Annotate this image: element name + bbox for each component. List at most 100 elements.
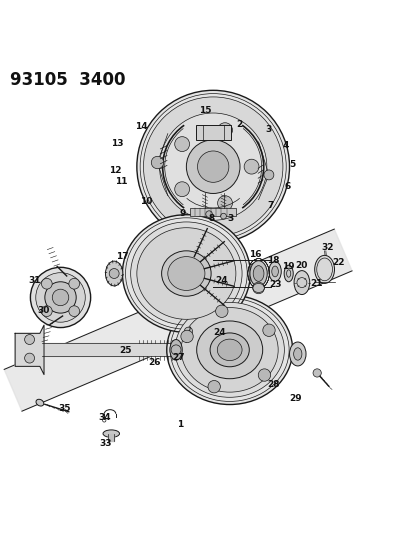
Polygon shape xyxy=(4,229,351,411)
Circle shape xyxy=(217,196,232,211)
Text: 17: 17 xyxy=(116,252,128,261)
Text: 32: 32 xyxy=(320,244,333,253)
Ellipse shape xyxy=(137,228,235,319)
Ellipse shape xyxy=(217,339,242,361)
Circle shape xyxy=(143,97,282,236)
Polygon shape xyxy=(108,434,114,441)
Circle shape xyxy=(263,170,273,180)
Ellipse shape xyxy=(167,256,204,290)
Text: 21: 21 xyxy=(309,279,322,288)
Circle shape xyxy=(151,156,163,169)
Text: 18: 18 xyxy=(266,256,279,265)
Circle shape xyxy=(69,306,79,317)
Ellipse shape xyxy=(249,261,267,286)
Text: 24: 24 xyxy=(213,328,225,337)
Circle shape xyxy=(52,289,69,306)
Text: 35: 35 xyxy=(58,404,71,413)
Ellipse shape xyxy=(161,251,211,296)
Circle shape xyxy=(41,278,52,289)
Text: 5: 5 xyxy=(288,160,294,168)
Ellipse shape xyxy=(131,222,242,325)
Ellipse shape xyxy=(293,348,301,360)
Text: 28: 28 xyxy=(267,379,280,389)
Text: 34: 34 xyxy=(99,414,111,423)
Circle shape xyxy=(262,324,275,336)
Text: 14: 14 xyxy=(135,122,148,131)
Circle shape xyxy=(197,151,228,182)
Text: 11: 11 xyxy=(115,176,127,185)
Ellipse shape xyxy=(209,333,249,367)
Text: 24: 24 xyxy=(215,276,227,285)
Circle shape xyxy=(174,136,189,151)
Circle shape xyxy=(258,369,270,381)
Circle shape xyxy=(184,327,192,335)
Text: 4: 4 xyxy=(282,141,289,150)
Text: 10: 10 xyxy=(140,197,152,206)
Text: 26: 26 xyxy=(147,358,160,367)
Text: 30: 30 xyxy=(38,306,50,315)
Ellipse shape xyxy=(283,265,292,282)
Circle shape xyxy=(159,113,266,220)
Circle shape xyxy=(69,278,79,289)
Text: 93105  3400: 93105 3400 xyxy=(10,70,125,88)
Ellipse shape xyxy=(169,340,182,360)
Ellipse shape xyxy=(166,295,292,405)
Bar xyxy=(195,125,230,140)
Circle shape xyxy=(252,282,264,294)
Text: 22: 22 xyxy=(331,258,344,267)
Text: 12: 12 xyxy=(109,166,121,175)
Ellipse shape xyxy=(268,262,280,281)
Circle shape xyxy=(207,381,220,393)
Text: 19: 19 xyxy=(282,262,294,271)
Polygon shape xyxy=(15,325,44,375)
Circle shape xyxy=(205,211,212,217)
Ellipse shape xyxy=(181,308,278,392)
Ellipse shape xyxy=(293,271,309,295)
Ellipse shape xyxy=(271,266,278,277)
Ellipse shape xyxy=(289,342,305,366)
Circle shape xyxy=(137,90,289,243)
Text: 8: 8 xyxy=(208,214,215,223)
Text: 15: 15 xyxy=(198,106,211,115)
Text: 31: 31 xyxy=(28,276,40,285)
Text: 33: 33 xyxy=(100,439,112,448)
Text: 23: 23 xyxy=(268,280,281,289)
Ellipse shape xyxy=(36,399,44,406)
Circle shape xyxy=(30,268,90,328)
Polygon shape xyxy=(42,343,180,357)
Text: 25: 25 xyxy=(119,346,131,355)
Ellipse shape xyxy=(105,261,123,286)
Circle shape xyxy=(174,182,189,197)
Text: 13: 13 xyxy=(111,140,123,149)
Text: 9: 9 xyxy=(179,209,185,218)
Circle shape xyxy=(109,269,119,278)
Ellipse shape xyxy=(196,321,262,379)
Ellipse shape xyxy=(103,430,119,437)
Circle shape xyxy=(180,330,193,343)
Circle shape xyxy=(24,335,34,344)
Text: 7: 7 xyxy=(267,201,273,210)
Text: 2: 2 xyxy=(235,120,242,130)
Circle shape xyxy=(36,273,85,322)
Circle shape xyxy=(244,159,259,174)
Circle shape xyxy=(217,123,232,138)
Circle shape xyxy=(41,306,52,317)
Ellipse shape xyxy=(253,265,263,281)
Circle shape xyxy=(24,353,34,363)
Ellipse shape xyxy=(175,302,284,397)
Text: 6: 6 xyxy=(284,182,290,190)
Circle shape xyxy=(312,369,320,377)
Circle shape xyxy=(220,213,226,219)
Ellipse shape xyxy=(122,215,250,332)
Text: 3: 3 xyxy=(264,125,271,134)
Circle shape xyxy=(215,305,228,318)
Text: 1: 1 xyxy=(177,419,183,429)
Text: 20: 20 xyxy=(294,261,306,270)
Text: 29: 29 xyxy=(289,394,301,403)
Text: 16: 16 xyxy=(249,251,261,260)
Text: 3: 3 xyxy=(227,214,233,223)
Circle shape xyxy=(45,282,76,313)
Ellipse shape xyxy=(314,255,334,284)
Text: 27: 27 xyxy=(172,353,185,362)
Circle shape xyxy=(186,140,240,193)
